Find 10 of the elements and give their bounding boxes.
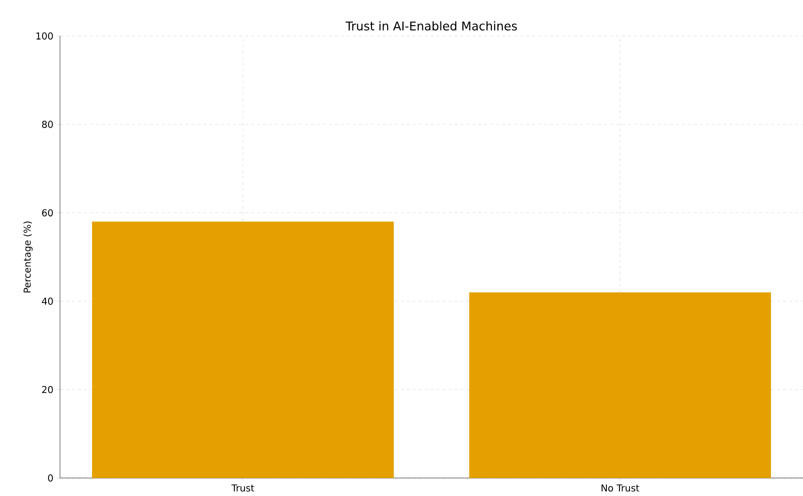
x-tick-label: Trust	[231, 484, 254, 492]
y-tick-label: 40	[42, 298, 53, 305]
y-tick-label: 0	[48, 474, 53, 482]
x-tick-label: No Trust	[602, 484, 640, 492]
chart-title: Trust in AI-Enabled Machines	[346, 21, 517, 30]
y-tick-label: 100	[36, 32, 53, 40]
y-tick-label: 20	[42, 386, 53, 394]
y-axis-title: Percentage (%)	[23, 222, 33, 292]
y-tick-label: 60	[42, 209, 53, 216]
y-tick-label: 80	[42, 120, 53, 128]
